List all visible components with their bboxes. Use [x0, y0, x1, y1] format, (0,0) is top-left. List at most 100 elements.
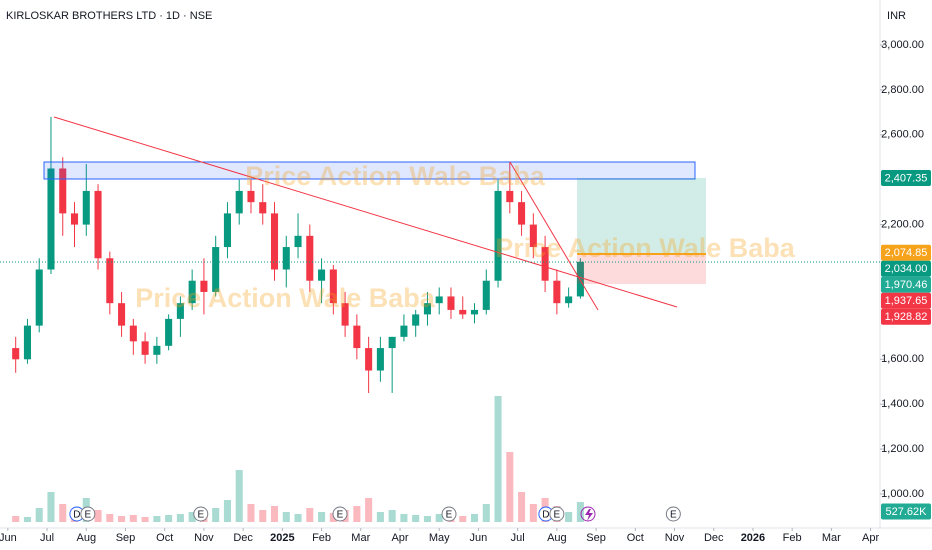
x-tick-label: Apr: [862, 532, 879, 544]
price-badge: [881, 292, 931, 309]
candle-body: [553, 280, 561, 304]
event-label: E: [85, 510, 92, 521]
resistance-zone[interactable]: [43, 161, 696, 180]
dividend-icon[interactable]: [585, 509, 593, 521]
event-marker[interactable]: [193, 506, 209, 522]
y-tick-label: 1,400.00: [881, 398, 924, 410]
candle-body: [106, 258, 114, 304]
volume-bar: [482, 504, 490, 522]
event-marker[interactable]: [665, 506, 681, 522]
trendline[interactable]: [509, 161, 599, 311]
volume-bar: [188, 512, 196, 522]
volume-bar: [376, 512, 384, 522]
candle-body: [59, 168, 67, 214]
volume-bar: [176, 514, 184, 522]
volume-bar: [23, 517, 31, 522]
candle-body: [247, 190, 255, 203]
candle-body: [518, 202, 526, 225]
x-tick-label: Mar: [351, 532, 370, 544]
event-marker[interactable]: [549, 506, 565, 522]
event-marker[interactable]: [80, 506, 96, 522]
y-tick-label: 2,800.00: [881, 84, 924, 96]
price-badge-label: 1,970.46: [885, 279, 928, 291]
candle-body: [35, 269, 43, 326]
event-circle[interactable]: [580, 506, 596, 522]
candle-body: [576, 261, 584, 297]
target-zone[interactable]: [577, 178, 706, 254]
candle-body: [376, 348, 384, 371]
event-label: E: [554, 510, 561, 521]
candle-body: [118, 303, 126, 326]
x-tick-label: Nov: [665, 532, 685, 544]
volume-bar: [529, 504, 537, 522]
candle-body: [459, 309, 467, 315]
volume-bar: [47, 492, 55, 522]
y-tick-label: 3,000.00: [881, 39, 924, 51]
candle-body: [282, 247, 290, 270]
volume-bar: [470, 514, 479, 522]
watermark: Price Action Wale Baba: [135, 283, 436, 313]
volume-bar: [223, 500, 231, 522]
x-tick-label: Jul: [511, 532, 525, 544]
y-tick-label: 2,200.00: [881, 219, 924, 231]
volume-bar: [318, 512, 326, 522]
volume-bar: [365, 498, 373, 522]
x-tick-label: Apr: [391, 532, 408, 544]
volume-bar: [565, 512, 573, 522]
event-label: E: [197, 510, 204, 521]
volume-bar: [494, 396, 502, 522]
candle-body: [353, 325, 361, 349]
candle-body: [506, 190, 514, 203]
volume-bar: [141, 517, 149, 522]
event-label: E: [670, 510, 677, 521]
candle-body: [235, 190, 243, 214]
candle-body: [318, 269, 326, 281]
volume-bar: [423, 516, 431, 522]
candle-body: [412, 314, 420, 326]
volume-bar: [212, 508, 220, 522]
candle-body: [23, 325, 31, 360]
price-badge: [881, 308, 931, 325]
candle-body: [447, 296, 455, 310]
candle-body: [270, 213, 279, 270]
trendline[interactable]: [53, 116, 678, 308]
price-badge: [881, 244, 931, 261]
volume-bar: [294, 514, 302, 522]
price-badge: [881, 276, 931, 293]
volume-bar: [306, 508, 314, 522]
candle-body: [141, 341, 149, 355]
price-badge: [881, 260, 931, 277]
candle-body: [423, 303, 431, 315]
candle-body: [435, 296, 443, 304]
volume-bar: [282, 512, 290, 522]
candle-body: [47, 168, 55, 270]
candle-body: [212, 247, 220, 292]
x-tick-label: Oct: [627, 532, 644, 544]
chart-title: KIRLOSKAR BROTHERS LTD · 1D · NSE: [6, 10, 212, 22]
stop-zone[interactable]: [577, 254, 706, 284]
volume-bar: [94, 510, 102, 522]
candle-body: [70, 213, 79, 225]
candle-body: [482, 280, 490, 310]
x-tick-label: Aug: [76, 532, 96, 544]
volume-bar: [129, 515, 137, 522]
x-tick-label: Jul: [40, 532, 54, 544]
candle-body: [200, 280, 208, 292]
price-badge-label: 1,928.82: [885, 311, 928, 323]
volume-bar: [400, 514, 408, 522]
event-marker[interactable]: [441, 506, 457, 522]
x-tick-label: 2026: [741, 532, 765, 544]
volume-bar: [576, 502, 584, 522]
volume-badge-label: 527.62K: [886, 506, 928, 518]
volume-bar: [247, 504, 255, 522]
candle-body: [388, 336, 396, 349]
x-tick-label: Dec: [704, 532, 724, 544]
watermark: Price Action Wale Baba: [245, 161, 546, 191]
volume-bar: [412, 515, 420, 522]
price-badge-label: 2,074.85: [885, 247, 928, 259]
event-marker[interactable]: [332, 506, 348, 522]
volume-bar: [153, 516, 161, 522]
candle-body: [82, 190, 90, 225]
event-label: E: [446, 510, 453, 521]
